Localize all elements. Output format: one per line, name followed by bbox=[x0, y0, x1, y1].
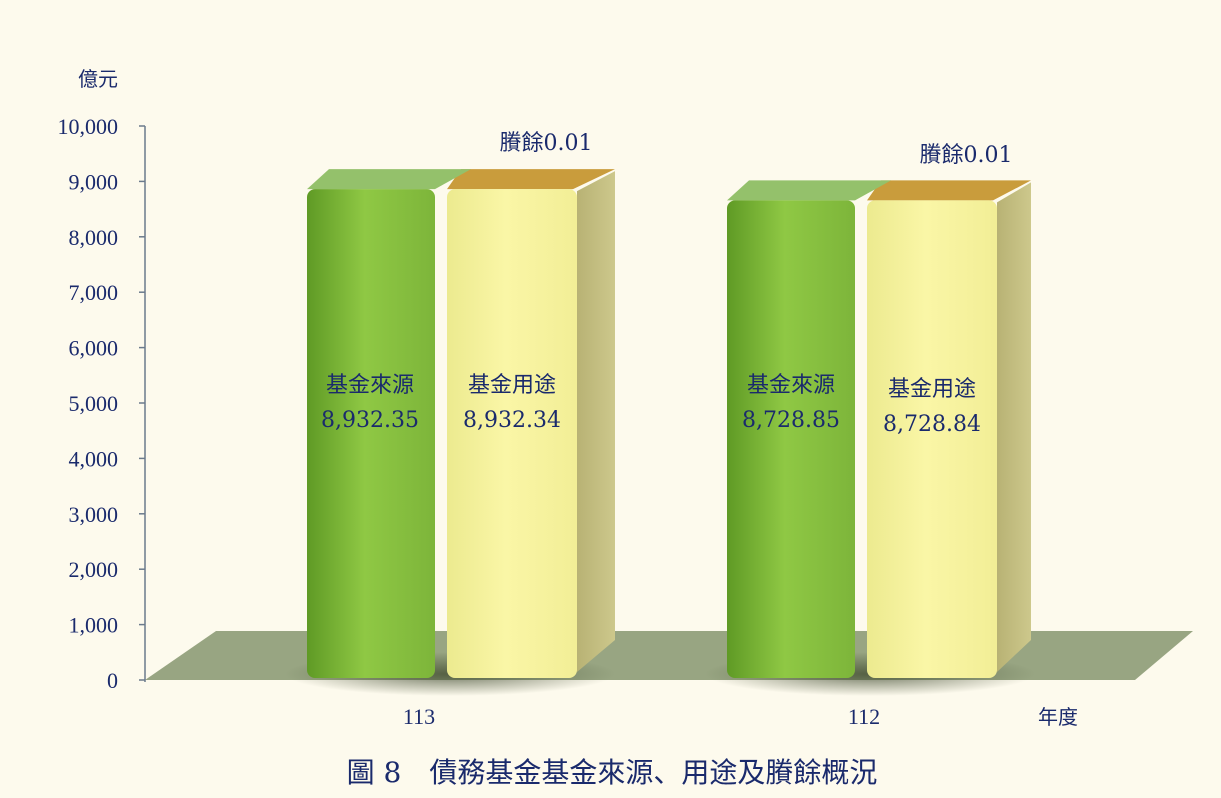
y-tick-label: 1,000 bbox=[69, 613, 119, 638]
x-tick-label-112: 112 bbox=[848, 704, 880, 729]
bar-use-side-113 bbox=[577, 171, 615, 672]
y-tick-label: 7,000 bbox=[69, 280, 119, 305]
bar-value-source-112: 8,728.85 bbox=[742, 408, 840, 433]
chart-title: 圖 8 債務基金基金來源、用途及賸餘概況 bbox=[347, 756, 878, 789]
bar-source-top-112 bbox=[727, 180, 891, 201]
bar-use-113 bbox=[447, 189, 577, 678]
surplus-annotation-113: 賸餘0.01 bbox=[500, 131, 593, 156]
bar-value-use-112: 8,728.84 bbox=[883, 412, 981, 437]
y-tick-label: 0 bbox=[107, 668, 118, 693]
bar-label-source-113: 基金來源 bbox=[326, 373, 414, 398]
bar-use-top-113 bbox=[447, 169, 615, 190]
y-tick-label: 9,000 bbox=[69, 169, 119, 194]
bar-source-112 bbox=[727, 200, 855, 679]
bar-use-top-112 bbox=[867, 180, 1031, 201]
bar-label-use-113: 基金用途 bbox=[468, 373, 556, 398]
bars bbox=[307, 169, 1031, 679]
x-tick-label-113: 113 bbox=[403, 704, 435, 729]
bar-value-use-113: 8,932.34 bbox=[463, 408, 561, 433]
surplus-annotation-112: 賸餘0.01 bbox=[920, 143, 1013, 168]
y-tick-label: 5,000 bbox=[69, 391, 119, 416]
y-tick-label: 3,000 bbox=[69, 502, 119, 527]
bar-source-113 bbox=[307, 189, 435, 678]
y-tick-label: 4,000 bbox=[69, 446, 119, 471]
y-axis-title: 億元 bbox=[78, 67, 118, 91]
bar-label-use-112: 基金用途 bbox=[888, 377, 976, 402]
bar-source-top-113 bbox=[307, 169, 471, 190]
x-axis-title: 年度 bbox=[1038, 705, 1078, 729]
y-tick-label: 6,000 bbox=[69, 336, 119, 361]
bar-label-source-112: 基金來源 bbox=[747, 373, 835, 398]
y-tick-label: 8,000 bbox=[69, 225, 119, 250]
y-tick-label: 10,000 bbox=[58, 114, 119, 139]
y-axis-ticks: 0 1,000 2,000 3,000 4,000 5,000 6,000 7,000 8,00… bbox=[58, 114, 145, 693]
bar-value-source-113: 8,932.35 bbox=[321, 408, 419, 433]
bar-use-112 bbox=[867, 200, 997, 679]
bar-use-side-112 bbox=[997, 182, 1031, 673]
y-tick-label: 2,000 bbox=[69, 557, 119, 582]
